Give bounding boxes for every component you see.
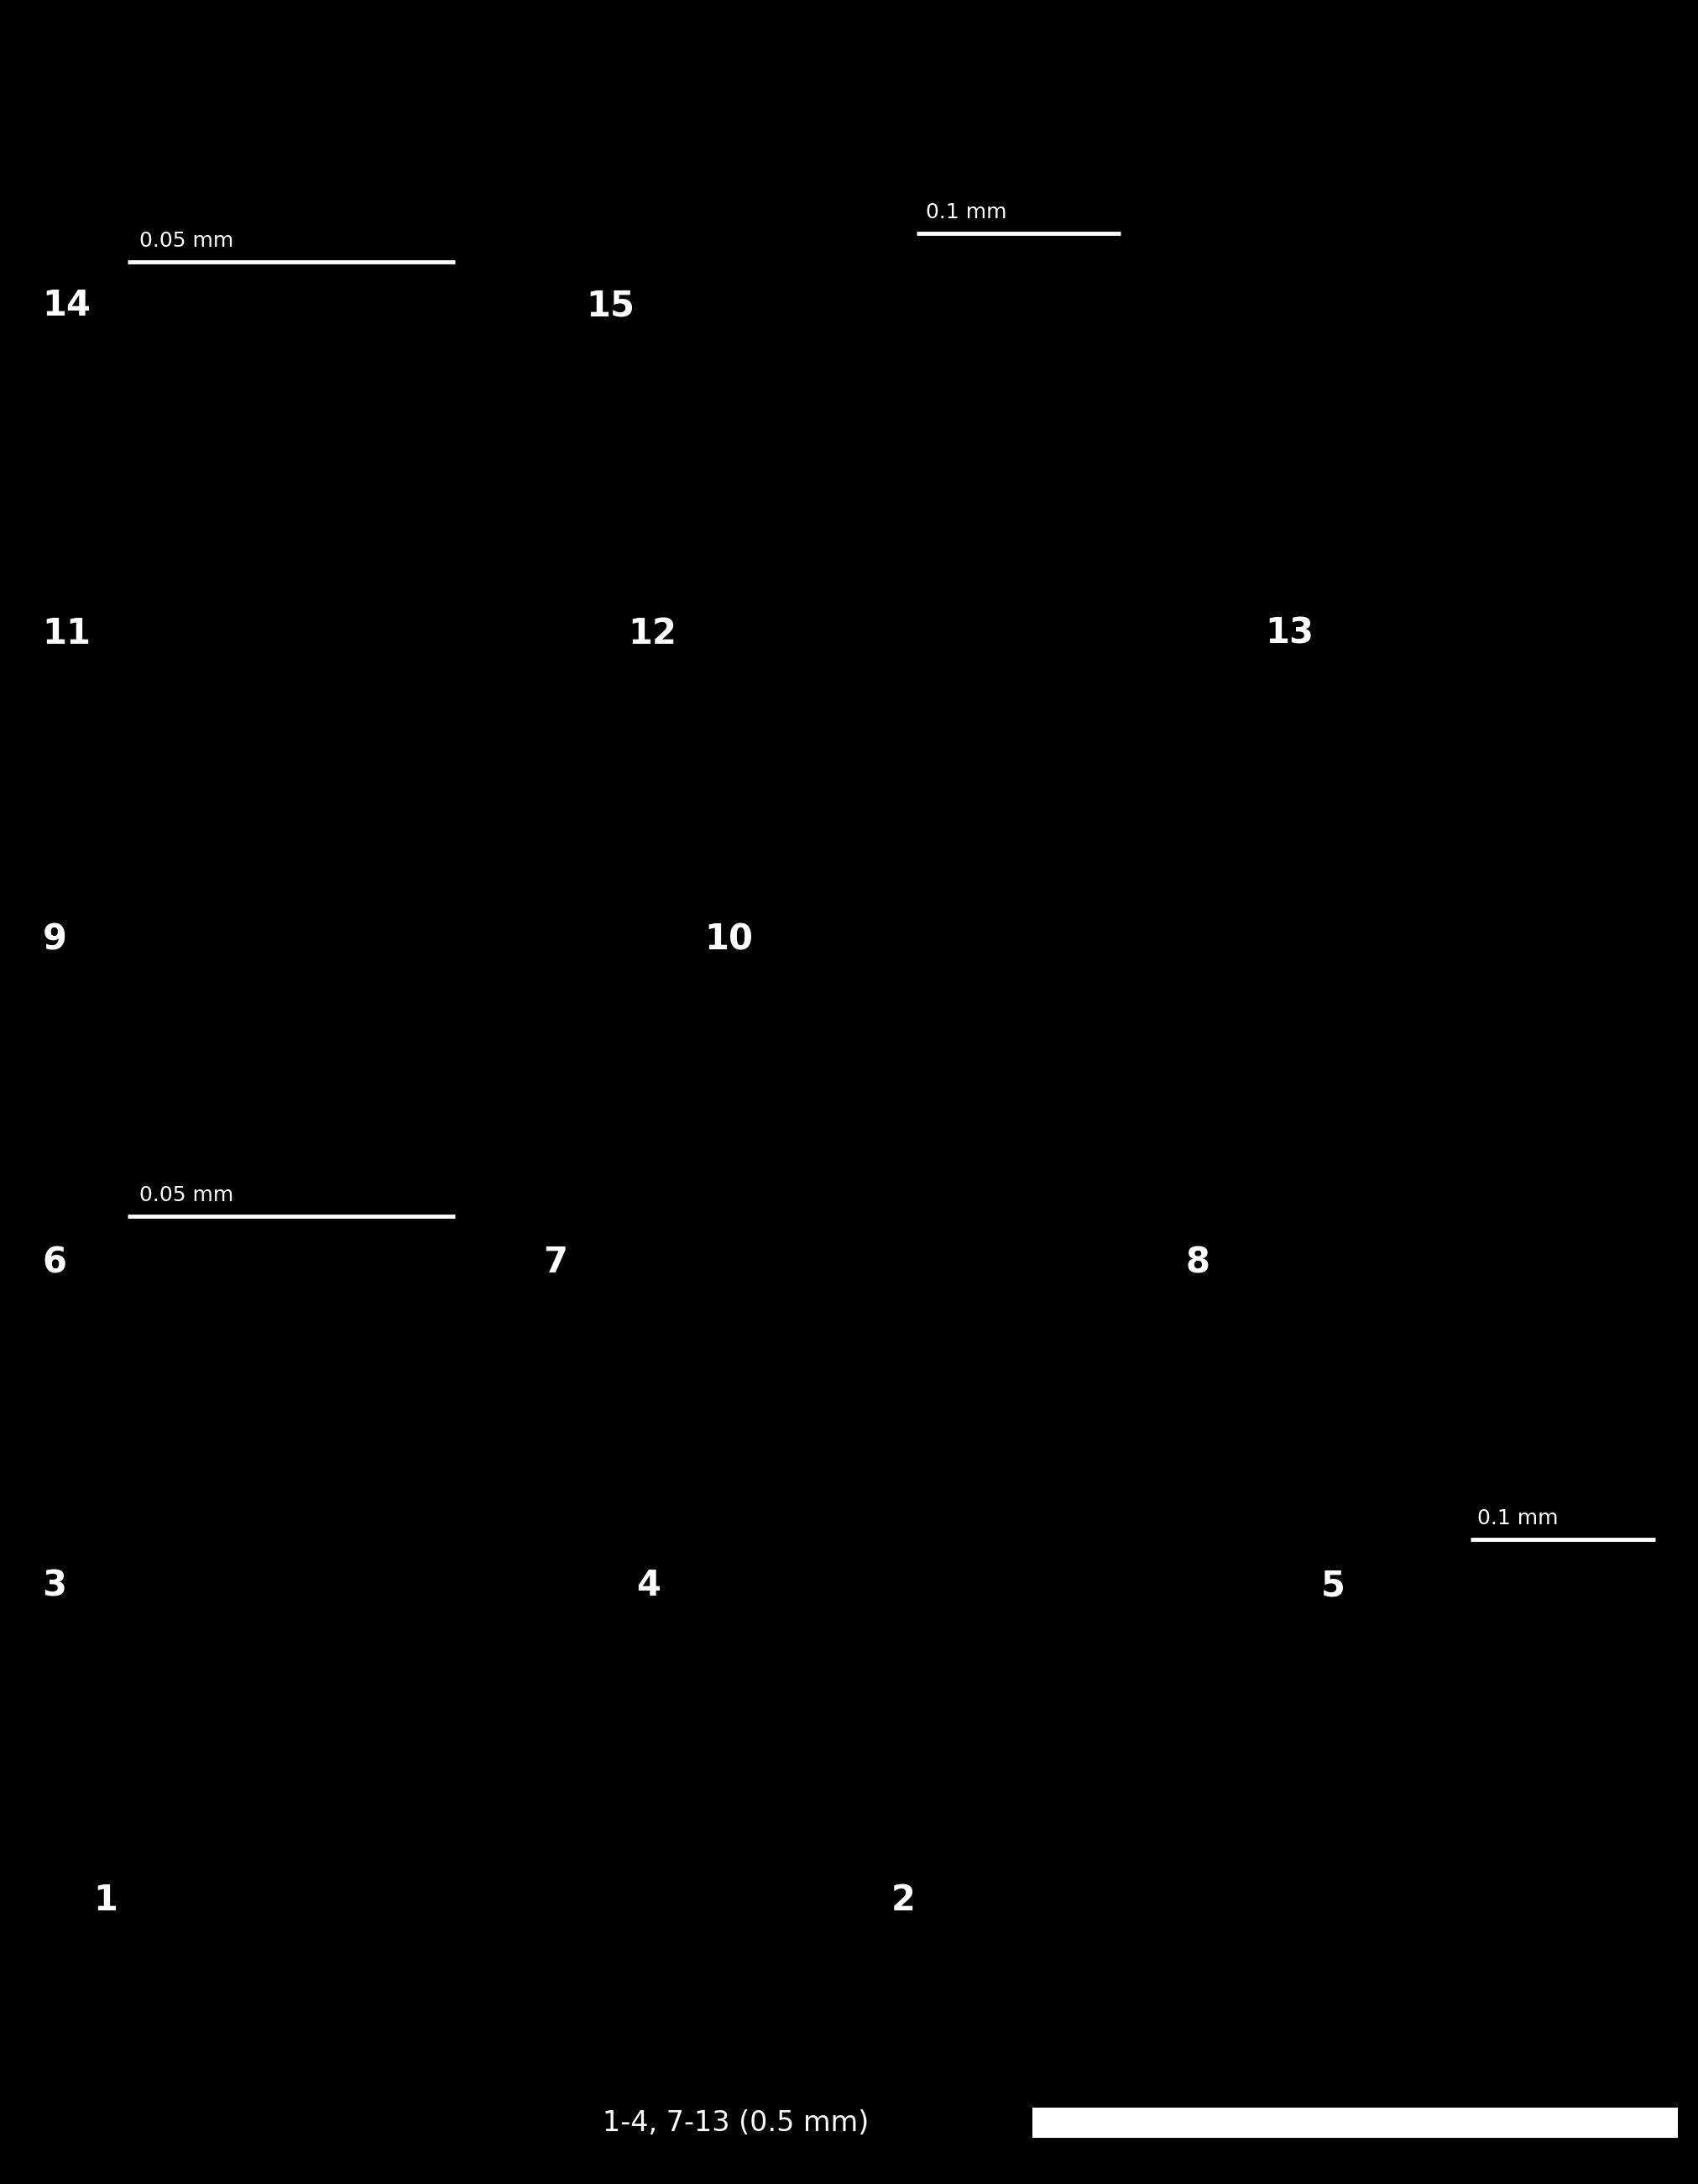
Text: 14: 14 bbox=[42, 288, 92, 323]
Bar bbox=[1032, 2108, 1678, 2138]
Text: 1: 1 bbox=[93, 1883, 117, 1918]
Text: 9: 9 bbox=[42, 922, 66, 957]
Text: 0.05 mm: 0.05 mm bbox=[139, 232, 233, 251]
Text: 10: 10 bbox=[705, 922, 754, 957]
Text: 3: 3 bbox=[42, 1568, 66, 1603]
Text: 1-4, 7-13 (0.5 mm): 1-4, 7-13 (0.5 mm) bbox=[603, 2110, 869, 2136]
Text: 15: 15 bbox=[586, 288, 635, 323]
Text: 5: 5 bbox=[1321, 1568, 1345, 1603]
Text: 4: 4 bbox=[637, 1568, 661, 1603]
Text: 13: 13 bbox=[1265, 616, 1314, 651]
Text: 12: 12 bbox=[628, 616, 678, 651]
Text: 0.1 mm: 0.1 mm bbox=[925, 203, 1007, 223]
Text: 6: 6 bbox=[42, 1245, 66, 1280]
Text: 11: 11 bbox=[42, 616, 92, 651]
Text: 8: 8 bbox=[1185, 1245, 1209, 1280]
Text: 7: 7 bbox=[543, 1245, 567, 1280]
Text: 0.05 mm: 0.05 mm bbox=[139, 1186, 233, 1206]
Text: 2: 2 bbox=[891, 1883, 915, 1918]
Text: 0.1 mm: 0.1 mm bbox=[1477, 1509, 1559, 1529]
